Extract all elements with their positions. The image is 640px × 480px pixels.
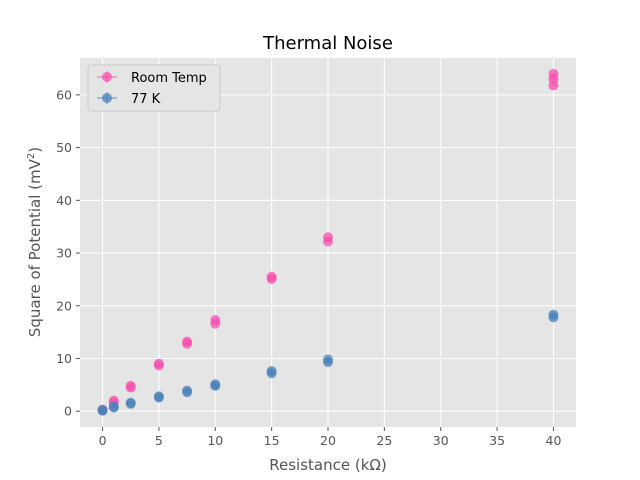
x-tick-label: 25 — [376, 433, 392, 448]
y-tick-label: 10 — [56, 351, 72, 366]
data-point — [125, 382, 136, 393]
y-tick-label: 30 — [56, 246, 72, 261]
chart-title: Thermal Noise — [262, 33, 393, 54]
series-77-k — [97, 309, 559, 416]
y-tick-label: 60 — [56, 87, 72, 102]
legend-marker — [102, 93, 112, 103]
x-tick-label: 10 — [207, 433, 223, 448]
data-point — [548, 312, 559, 323]
y-axis-ticks: 0 10 20 30 40 50 60 — [56, 87, 80, 419]
data-point — [153, 392, 164, 403]
x-tick-label: 0 — [99, 433, 107, 448]
data-points — [97, 68, 559, 416]
y-axis-label: Square of Potential (mV2) — [26, 147, 44, 337]
x-axis-ticks: 0 5 10 15 20 25 30 35 40 — [99, 427, 562, 448]
y-tick-label: 40 — [56, 193, 72, 208]
data-point — [323, 236, 333, 247]
legend-label: 77 K — [131, 92, 161, 107]
data-point — [210, 318, 221, 329]
x-tick-label: 5 — [155, 433, 163, 448]
legend: Room Temp 77 K — [87, 64, 221, 112]
data-point — [210, 380, 221, 391]
data-point — [125, 398, 136, 409]
data-point — [548, 80, 559, 91]
x-tick-label: 40 — [546, 433, 562, 448]
legend-box — [87, 64, 221, 112]
x-tick-label: 30 — [433, 433, 449, 448]
data-point — [266, 273, 277, 284]
x-tick-label: 15 — [264, 433, 280, 448]
data-point — [153, 360, 164, 371]
data-point — [323, 357, 333, 368]
data-point — [108, 402, 119, 413]
x-tick-label: 20 — [320, 433, 336, 448]
x-tick-label: 35 — [489, 433, 505, 448]
y-tick-label: 20 — [56, 298, 72, 313]
data-point — [97, 405, 108, 416]
data-point — [182, 338, 193, 349]
x-axis-label: Resistance (kΩ) — [269, 456, 386, 474]
legend-marker — [102, 72, 112, 82]
data-point — [266, 368, 277, 379]
legend-label: Room Temp — [131, 71, 207, 86]
y-tick-label: 50 — [56, 140, 72, 155]
y-tick-label: 0 — [64, 404, 72, 419]
data-point — [182, 387, 193, 398]
